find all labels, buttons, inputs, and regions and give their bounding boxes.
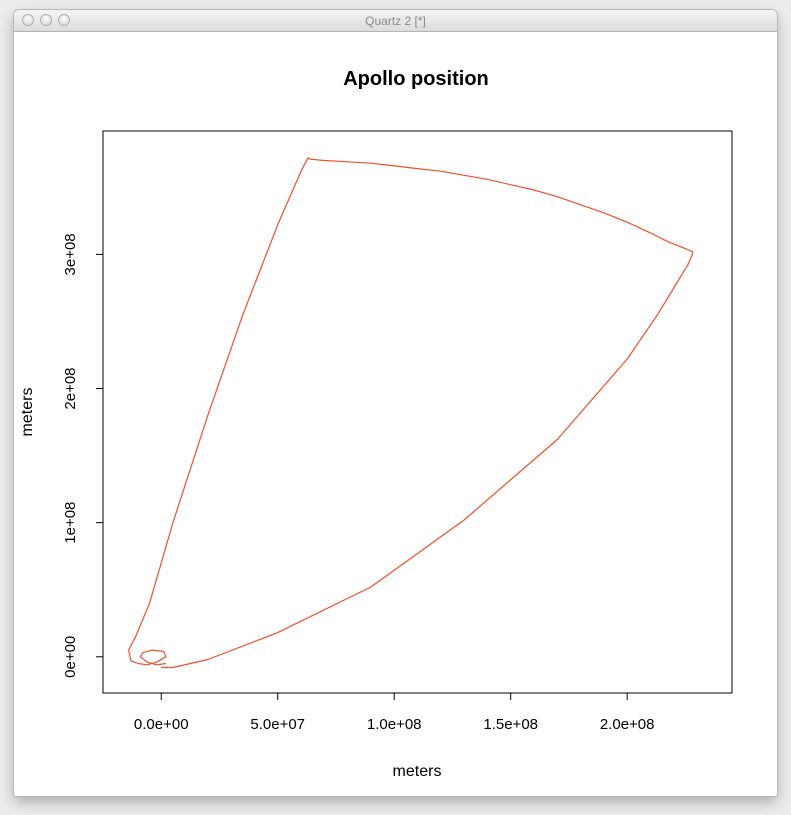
plot-frame [102, 130, 733, 694]
zoom-icon[interactable] [58, 14, 70, 26]
x-tick-label: 0.0e+00 [134, 716, 189, 733]
y-tick-label: 3e+08 [62, 233, 79, 275]
chart-title: Apollo position [343, 68, 489, 90]
x-tick-label: 2.0e+08 [600, 716, 655, 733]
plot-window: Quartz 2 [*] Apollo position 0.0e+00 5.0e… [14, 10, 777, 796]
y-axis: 0e+00 1e+08 2e+08 3e+08 [62, 233, 104, 678]
window-title: Quartz 2 [*] [365, 14, 426, 28]
x-tick-label: 1.5e+08 [483, 716, 538, 733]
y-tick-label: 0e+00 [62, 636, 79, 678]
y-tick-label: 1e+08 [62, 502, 79, 544]
series-layer [127, 157, 694, 669]
apollo-position-chart: Apollo position 0.0e+00 5.0e+07 1.0e+08 1.5… [19, 68, 733, 780]
title-bar: Quartz 2 [*] [14, 10, 777, 32]
x-axis: 0.0e+00 5.0e+07 1.0e+08 1.5e+08 2.0e+08 [134, 692, 655, 733]
trajectory-line [127, 157, 694, 669]
minimize-icon[interactable] [40, 14, 52, 26]
close-icon[interactable] [22, 14, 34, 26]
y-axis-label: meters [19, 388, 36, 437]
y-tick-label: 2e+08 [62, 367, 79, 409]
x-axis-label: meters [393, 763, 442, 780]
x-tick-label: 1.0e+08 [367, 716, 422, 733]
x-tick-label: 5.0e+07 [250, 716, 305, 733]
